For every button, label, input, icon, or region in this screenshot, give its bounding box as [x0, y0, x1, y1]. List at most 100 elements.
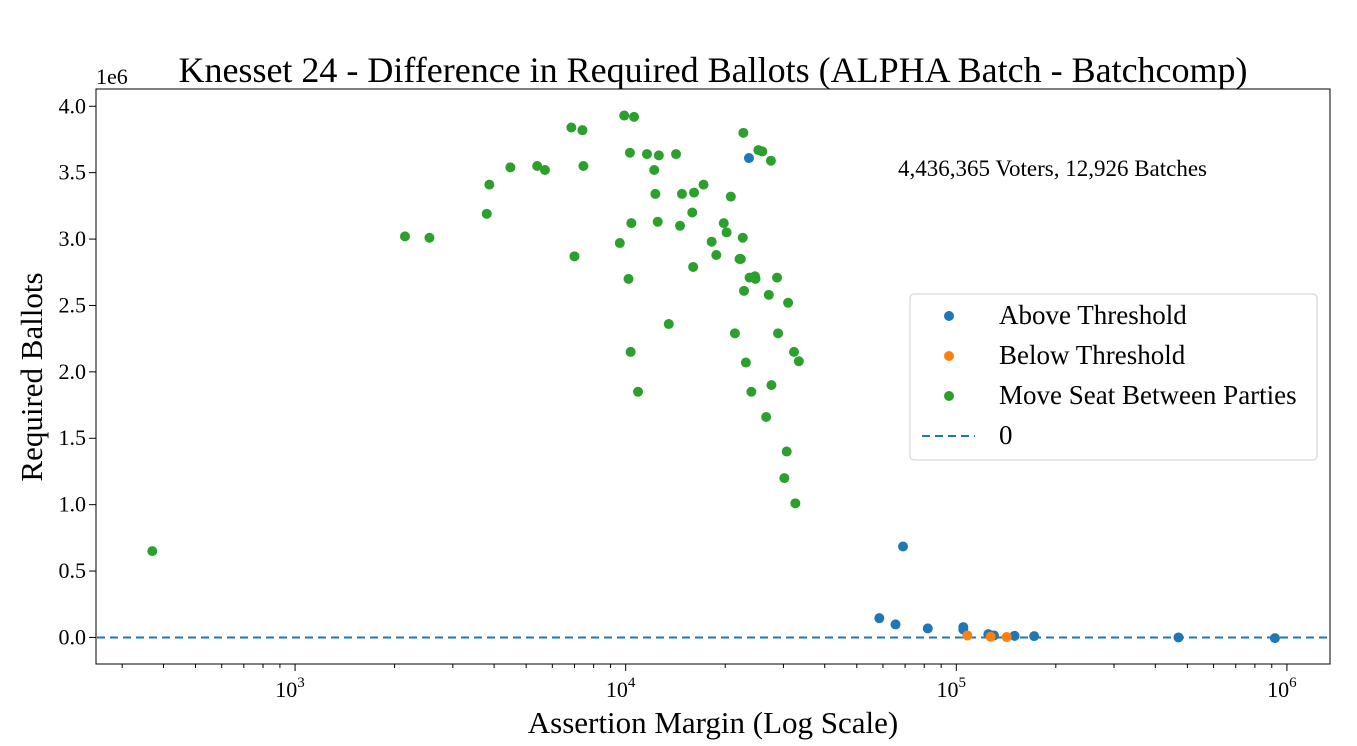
y-axis-ticks: 0.0 0.5 1.0 1.5 2.0 2.5 3.0 3.5 4.0	[59, 93, 96, 649]
y-tick-label: 0.0	[59, 624, 87, 649]
point-move-seat-between-parties	[740, 357, 751, 368]
legend-point-marker	[944, 351, 954, 361]
point-move-seat-between-parties	[539, 165, 550, 176]
y-axis-label: Required Ballots	[14, 272, 49, 481]
point-above-threshold	[1009, 630, 1020, 641]
point-above-threshold	[1173, 632, 1184, 643]
point-move-seat-between-parties	[532, 161, 543, 172]
x-tick-label: 103	[275, 675, 305, 702]
point-move-seat-between-parties	[737, 232, 748, 243]
point-move-seat-between-parties	[729, 328, 740, 339]
y-tick-label: 4.0	[59, 93, 87, 118]
point-move-seat-between-parties	[481, 208, 492, 219]
point-move-seat-between-parties	[653, 150, 664, 161]
point-move-seat-between-parties	[505, 162, 516, 173]
y-tick-label: 3.5	[59, 160, 87, 185]
x-tick-label: 105	[937, 675, 967, 702]
point-move-seat-between-parties	[735, 253, 746, 264]
x-axis-label: Assertion Margin (Log Scale)	[528, 705, 899, 740]
x-tick-base: 10	[606, 677, 628, 702]
x-tick-exponent: 4	[628, 675, 636, 691]
point-move-seat-between-parties	[147, 546, 158, 557]
point-move-seat-between-parties	[629, 111, 640, 122]
point-move-seat-between-parties	[781, 446, 792, 457]
point-move-seat-between-parties	[718, 218, 729, 229]
point-above-threshold	[743, 153, 754, 164]
x-tick-exponent: 3	[297, 675, 305, 691]
point-above-threshold	[898, 541, 909, 552]
legend-label: Below Threshold	[999, 340, 1186, 370]
point-move-seat-between-parties	[738, 127, 749, 138]
point-move-seat-between-parties	[625, 346, 636, 357]
point-move-seat-between-parties	[761, 412, 772, 423]
legend-label: Move Seat Between Parties	[999, 380, 1297, 410]
x-tick-base: 10	[937, 677, 959, 702]
point-move-seat-between-parties	[577, 125, 588, 136]
point-move-seat-between-parties	[663, 319, 674, 330]
point-move-seat-between-parties	[424, 232, 435, 243]
point-move-seat-between-parties	[772, 272, 783, 283]
point-move-seat-between-parties	[725, 191, 736, 202]
point-move-seat-between-parties	[633, 386, 644, 397]
point-below-threshold	[962, 630, 973, 641]
point-below-threshold	[985, 631, 996, 642]
y-offset-label: 1e6	[96, 64, 128, 89]
legend-label: Above Threshold	[999, 300, 1187, 330]
point-move-seat-between-parties	[790, 498, 801, 509]
x-tick-exponent: 5	[959, 675, 967, 691]
point-move-seat-between-parties	[763, 289, 774, 300]
point-move-seat-between-parties	[698, 179, 709, 190]
point-move-seat-between-parties	[626, 218, 637, 229]
point-move-seat-between-parties	[675, 220, 686, 231]
y-tick-label: 2.0	[59, 359, 87, 384]
point-move-seat-between-parties	[566, 122, 577, 133]
point-move-seat-between-parties	[614, 238, 625, 249]
point-move-seat-between-parties	[623, 273, 634, 284]
point-move-seat-between-parties	[706, 236, 717, 247]
legend-label: 0	[999, 420, 1013, 450]
chart-title: Knesset 24 - Difference in Required Ball…	[178, 50, 1247, 90]
point-above-threshold	[874, 613, 885, 624]
x-tick-exponent: 6	[1289, 675, 1297, 691]
point-move-seat-between-parties	[789, 346, 800, 357]
y-tick-label: 1.0	[59, 492, 87, 517]
point-move-seat-between-parties	[779, 473, 790, 484]
point-below-threshold	[1001, 632, 1012, 643]
point-above-threshold	[890, 619, 901, 630]
y-tick-label: 0.5	[59, 558, 87, 583]
point-move-seat-between-parties	[765, 155, 776, 166]
point-move-seat-between-parties	[711, 249, 722, 260]
x-tick-base: 10	[1267, 677, 1289, 702]
x-tick-label: 106	[1267, 675, 1297, 702]
y-tick-label: 1.5	[59, 425, 87, 450]
point-above-threshold	[922, 623, 933, 634]
point-move-seat-between-parties	[641, 149, 652, 160]
legend-point-marker	[944, 311, 954, 321]
legend-box	[909, 293, 1318, 461]
point-move-seat-between-parties	[773, 328, 784, 339]
point-above-threshold	[1029, 631, 1040, 642]
point-move-seat-between-parties	[688, 261, 699, 272]
point-move-seat-between-parties	[757, 146, 768, 157]
point-move-seat-between-parties	[739, 285, 750, 296]
point-move-seat-between-parties	[746, 386, 757, 397]
point-move-seat-between-parties	[721, 227, 732, 238]
data-points	[147, 110, 1280, 644]
point-move-seat-between-parties	[650, 188, 661, 199]
y-tick-label: 2.5	[59, 292, 87, 317]
point-move-seat-between-parties	[750, 273, 761, 284]
point-move-seat-between-parties	[676, 188, 687, 199]
point-move-seat-between-parties	[649, 165, 660, 176]
x-tick-label: 104	[606, 675, 636, 702]
point-move-seat-between-parties	[484, 179, 495, 190]
point-above-threshold	[1269, 633, 1280, 644]
y-tick-label: 3.0	[59, 226, 87, 251]
x-tick-base: 10	[275, 677, 297, 702]
annotation-text: 4,436,365 Voters, 12,926 Batches	[898, 156, 1207, 181]
point-move-seat-between-parties	[793, 356, 804, 367]
point-move-seat-between-parties	[671, 149, 682, 160]
point-move-seat-between-parties	[766, 380, 777, 391]
point-move-seat-between-parties	[399, 231, 410, 242]
point-move-seat-between-parties	[578, 161, 589, 172]
